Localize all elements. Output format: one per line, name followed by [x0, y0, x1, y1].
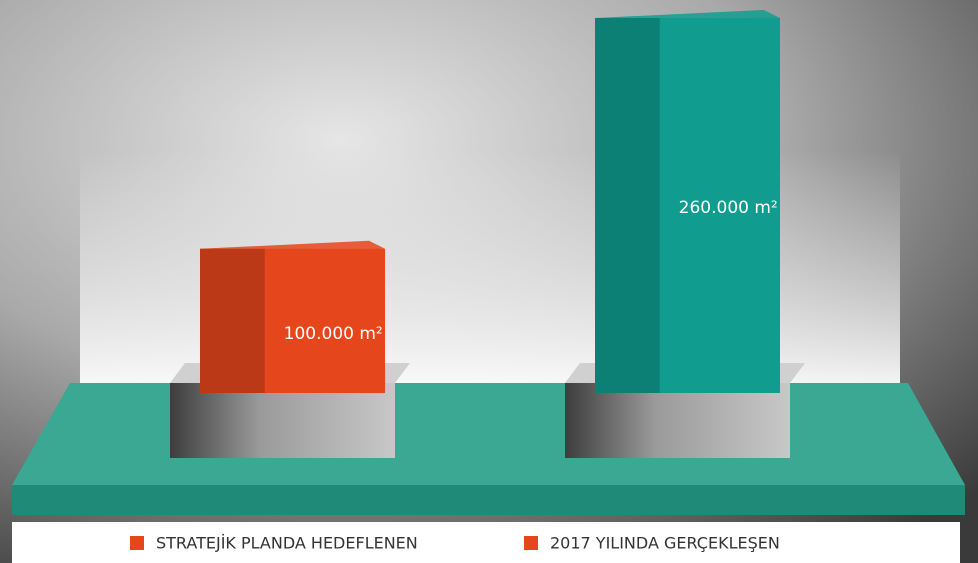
pedestal: [565, 383, 790, 458]
platform-top: [12, 383, 965, 485]
value-label: 100.000 m²: [284, 324, 383, 344]
bar-shade: [595, 18, 660, 393]
value-label: 260.000 m²: [679, 198, 778, 218]
platform-front: [12, 485, 965, 515]
bar-shade: [200, 249, 265, 393]
legend-label: STRATEJİK PLANDA HEDEFLENEN: [156, 534, 418, 553]
chart: 100.000 m² STRATEJİK PLANDA HEDEFLENEN 260…: [0, 0, 978, 563]
legend-swatch: [130, 536, 144, 550]
pedestal: [170, 383, 395, 458]
legend-label: 2017 YILINDA GERÇEKLEŞEN: [550, 534, 780, 553]
legend-strip: [12, 522, 960, 563]
legend-swatch: [524, 536, 538, 550]
